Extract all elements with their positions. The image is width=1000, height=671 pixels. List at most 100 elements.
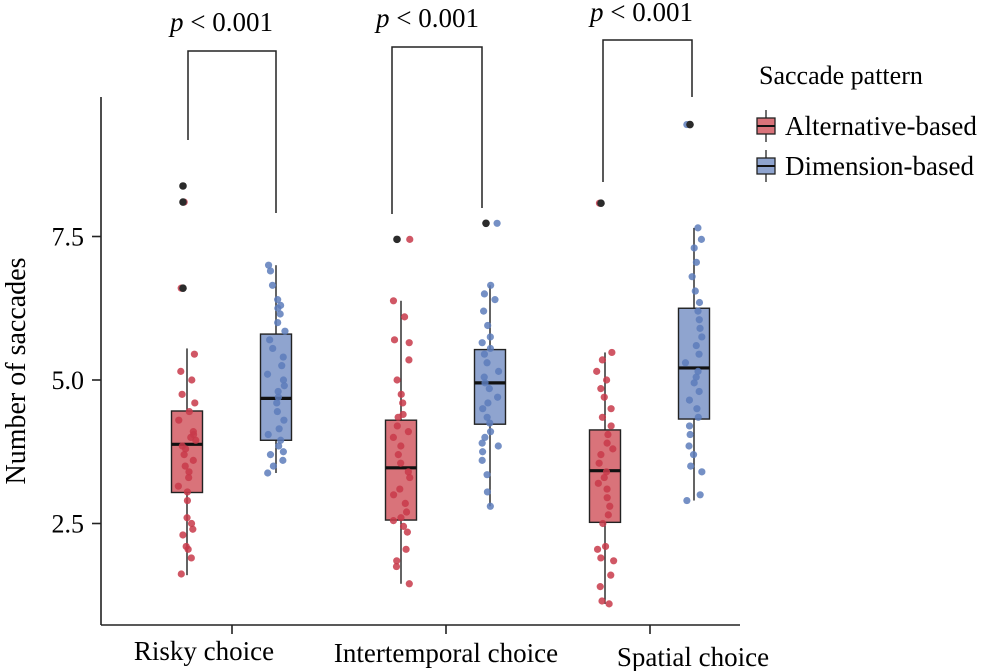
outlier-point xyxy=(482,219,490,228)
data-point xyxy=(486,419,494,427)
data-point xyxy=(687,462,695,470)
data-point xyxy=(603,439,611,447)
data-point xyxy=(607,422,615,430)
box-group xyxy=(170,182,204,578)
data-point xyxy=(403,528,411,536)
data-point xyxy=(389,297,398,305)
data-point xyxy=(183,488,191,496)
data-point xyxy=(607,571,615,579)
data-point xyxy=(406,473,414,482)
p-value-label: p < 0.001 xyxy=(588,0,693,27)
data-point xyxy=(681,359,690,367)
data-point xyxy=(693,405,701,413)
data-point xyxy=(484,399,492,407)
data-point xyxy=(183,514,191,522)
data-point xyxy=(274,296,282,304)
data-point xyxy=(394,451,402,459)
data-point xyxy=(185,473,193,482)
data-point xyxy=(389,517,398,525)
x-category-label: Spatial choice xyxy=(617,642,769,671)
outlier-point xyxy=(179,182,187,190)
data-point xyxy=(402,545,410,553)
data-point xyxy=(603,494,611,502)
x-category-label: Intertemporal choice xyxy=(334,638,558,668)
p-value-label: p < 0.001 xyxy=(374,3,479,33)
data-point xyxy=(478,339,486,347)
data-point xyxy=(603,485,611,493)
data-point xyxy=(401,499,409,508)
data-point xyxy=(402,508,411,516)
data-point xyxy=(597,451,605,459)
box xyxy=(384,419,418,521)
data-point xyxy=(276,310,284,318)
data-point xyxy=(483,359,491,367)
significance-bracket xyxy=(391,46,483,214)
data-point xyxy=(494,367,503,375)
data-point xyxy=(685,396,694,404)
data-point xyxy=(405,356,413,364)
data-point xyxy=(695,298,704,307)
data-point xyxy=(269,344,277,353)
data-point xyxy=(399,522,408,530)
p-threshold: < 0.001 xyxy=(604,0,693,27)
outlier-point xyxy=(179,284,187,292)
data-point xyxy=(269,462,277,470)
data-point xyxy=(400,313,409,321)
data-point xyxy=(610,557,618,565)
data-point xyxy=(479,448,487,456)
data-point xyxy=(397,442,405,450)
data-point xyxy=(599,519,607,528)
data-point xyxy=(602,468,611,476)
data-point xyxy=(277,301,285,309)
data-point xyxy=(487,281,495,289)
data-point xyxy=(397,390,405,398)
data-point xyxy=(691,287,699,295)
data-point xyxy=(694,367,702,375)
data-point xyxy=(279,353,287,361)
axes: 2.5 5.0 7.5 Risky choice Intertemporal choic… xyxy=(1,97,769,671)
data-point xyxy=(405,580,413,588)
data-point xyxy=(189,428,197,436)
data-point xyxy=(279,448,287,456)
data-point xyxy=(266,267,275,275)
p-symbol: p xyxy=(168,7,184,37)
data-point xyxy=(694,224,702,232)
data-point xyxy=(695,387,703,396)
legend-item: Alternative-based xyxy=(756,110,977,142)
data-point xyxy=(181,462,189,470)
data-point xyxy=(694,307,702,315)
data-point xyxy=(690,244,698,252)
data-point xyxy=(280,382,288,390)
significance-bracket xyxy=(602,39,693,182)
data-point xyxy=(273,407,281,416)
boxes xyxy=(170,120,711,608)
data-point xyxy=(182,542,190,551)
data-point xyxy=(486,333,494,341)
data-point xyxy=(694,413,702,421)
data-point xyxy=(692,258,700,266)
y-tick-label: 5.0 xyxy=(52,366,85,395)
data-point xyxy=(608,348,616,357)
data-point xyxy=(483,413,491,421)
data-point xyxy=(277,436,285,444)
y-axis-title: Number of saccades xyxy=(1,257,32,484)
data-point xyxy=(486,344,495,353)
data-point xyxy=(480,373,488,381)
data-point xyxy=(686,430,694,439)
outlier-point xyxy=(597,199,605,208)
y-tick-label: 2.5 xyxy=(52,510,85,539)
data-point xyxy=(598,597,606,605)
data-point xyxy=(601,542,610,551)
data-point xyxy=(598,356,606,364)
data-point xyxy=(595,459,603,467)
data-point xyxy=(689,451,698,459)
data-point xyxy=(405,339,413,347)
data-point xyxy=(606,502,614,510)
data-point xyxy=(175,416,183,424)
data-point xyxy=(698,468,706,476)
data-point xyxy=(598,413,607,421)
data-point xyxy=(692,373,700,381)
data-point xyxy=(185,468,193,476)
data-point xyxy=(406,235,414,243)
data-point xyxy=(273,399,281,407)
